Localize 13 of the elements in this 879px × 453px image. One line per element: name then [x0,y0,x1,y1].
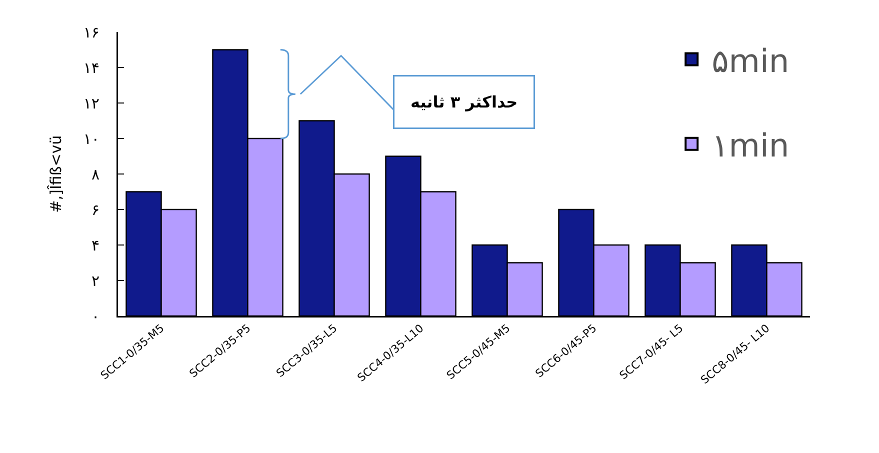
y-tick-label: ۶ [91,200,100,219]
y-tick-label: ۱۲ [83,94,100,112]
y-tick-label: ۲ [91,272,100,290]
legend-label: ۱min [712,126,790,164]
y-tick-label: ۱۴ [83,58,100,77]
y-tick-label: ۰ [91,307,100,326]
annotation: حداکثر ۳ ثانیه [410,92,518,112]
y-tick-label: ۸ [91,165,100,184]
y-axis-title: #,]Îfiß<vü [46,135,65,213]
y-tick-label: ۴ [91,236,100,254]
legend-label: ۵min [712,42,790,80]
y-tick-label: ۱۰ [83,130,100,148]
y-tick-label: ۱۶ [83,23,100,42]
